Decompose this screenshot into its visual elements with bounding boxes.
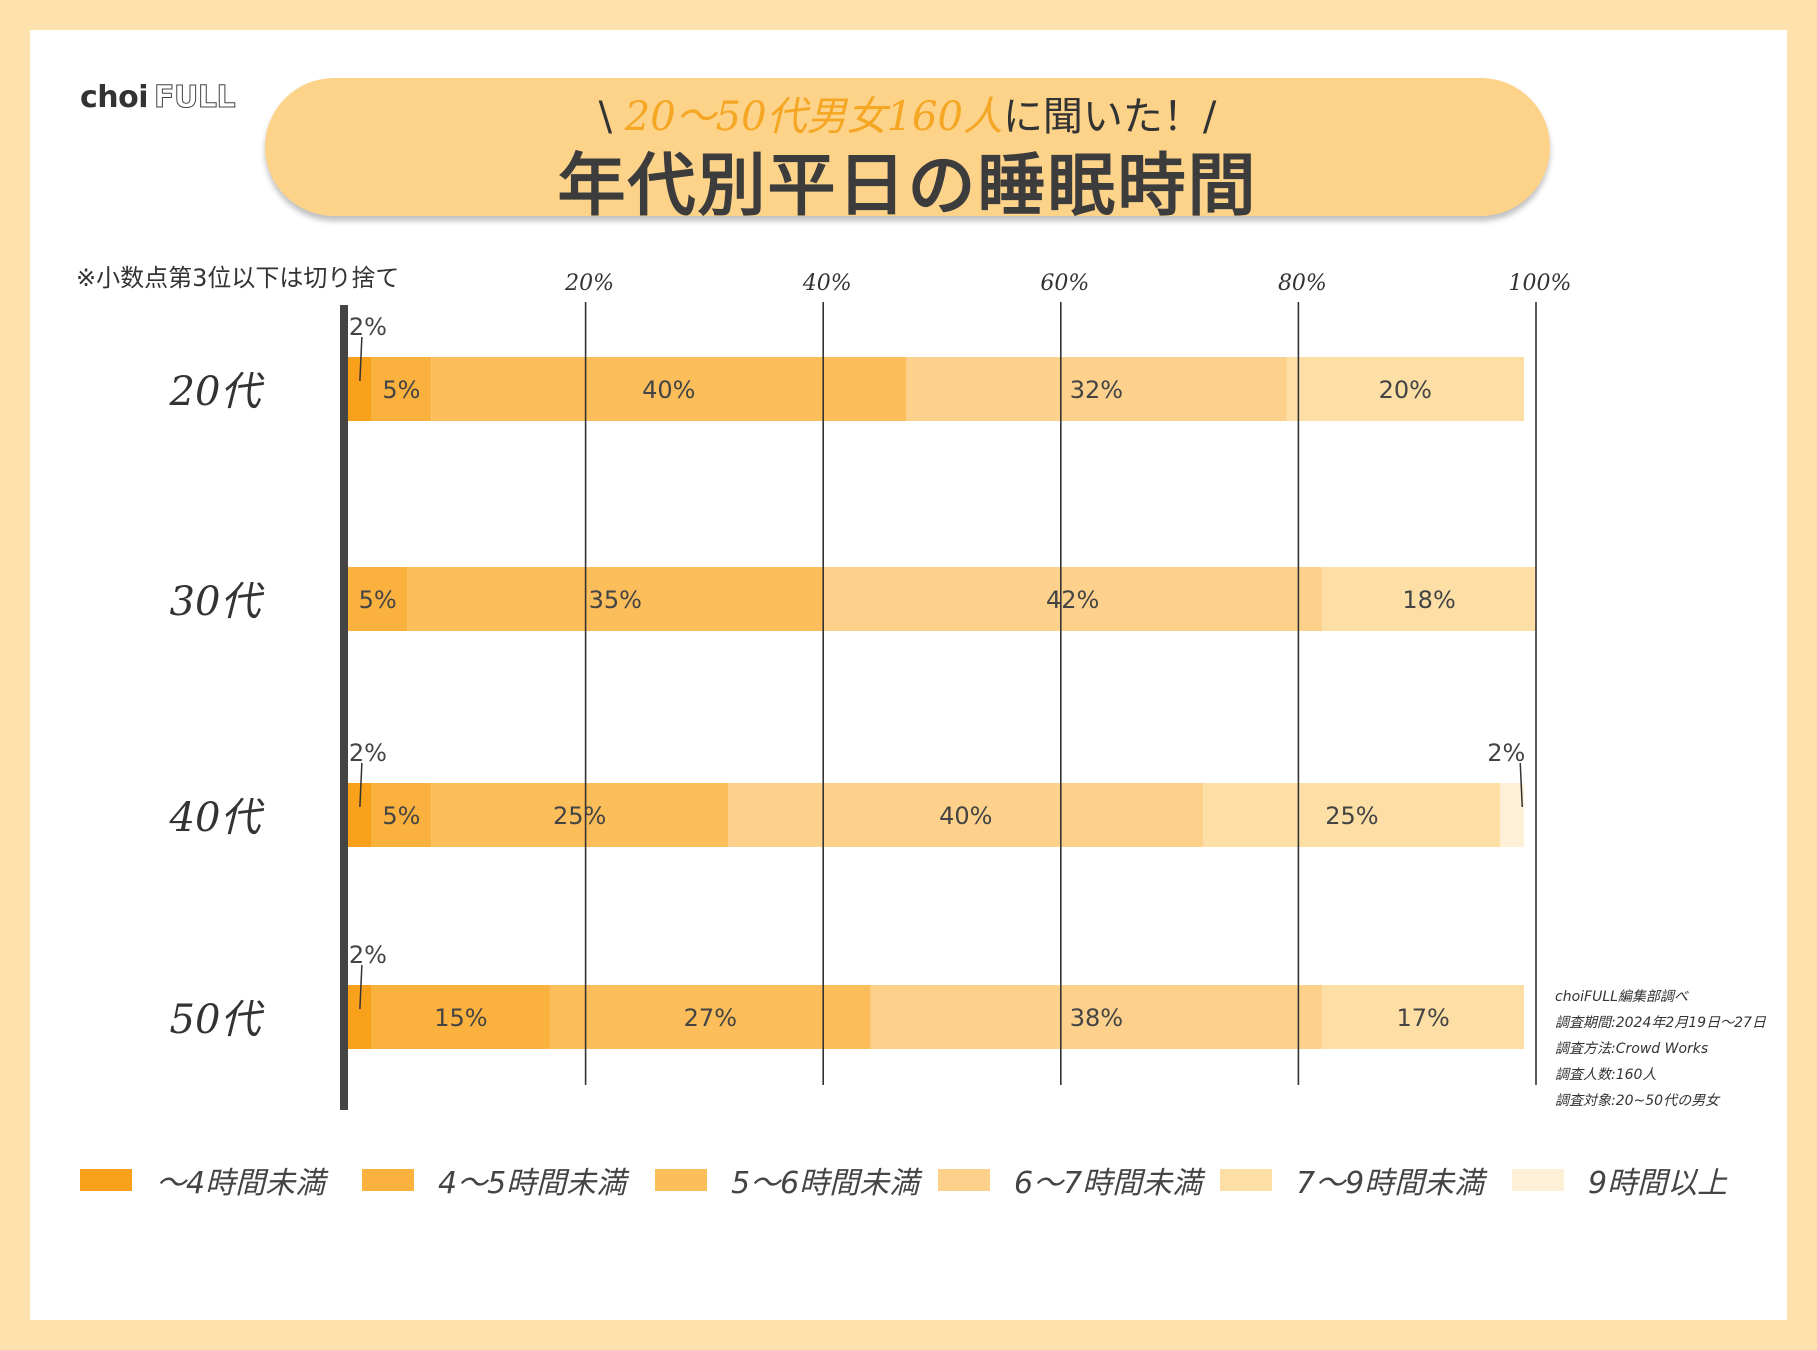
logo-text-choi: choi: [80, 80, 149, 115]
brand-logo: choi FULL: [80, 80, 237, 116]
bar-segment: [870, 985, 1323, 1049]
bar-segment: [1286, 357, 1525, 421]
legend-label: 4〜5時間未満: [438, 1166, 627, 1201]
data-label: 2%: [1487, 739, 1525, 767]
label-leader-line: [359, 762, 363, 808]
bar-segment: [728, 783, 1204, 847]
data-label: 40%: [939, 802, 992, 830]
legend-item: 9時間以上: [1512, 1160, 1728, 1201]
x-tick-label: 20%: [564, 271, 614, 296]
subtitle-highlight: 20〜50代男女160人: [624, 94, 1003, 140]
x-tick-label: 80%: [1278, 271, 1327, 296]
data-label: 38%: [1070, 1004, 1123, 1032]
survey-source: choiFULL編集部調べ 調査期間:2024年2月19日〜27日 調査方法:C…: [1555, 984, 1766, 1114]
x-tick-label: 100%: [1509, 271, 1572, 296]
legend-item: 6〜7時間未満: [938, 1160, 1203, 1201]
bar-segment: [431, 357, 907, 421]
bar-segment: [1203, 783, 1501, 847]
subtitle-prefix: \: [598, 94, 625, 140]
legend-label: 7〜9時間未満: [1296, 1166, 1485, 1201]
data-label: 32%: [1070, 376, 1123, 404]
legend-swatch: [1220, 1169, 1272, 1191]
data-label: 27%: [684, 1004, 737, 1032]
legend-label: 5〜6時間未満: [731, 1166, 920, 1201]
rounding-note: ※小数点第3位以下は切り捨て: [76, 264, 400, 292]
data-label: 42%: [1046, 586, 1099, 614]
data-label: 25%: [553, 802, 606, 830]
bar-segment: [431, 783, 729, 847]
legend-label: 6〜7時間未満: [1014, 1166, 1203, 1201]
data-label: 20%: [1379, 376, 1432, 404]
label-leader-line: [359, 336, 363, 382]
bar-segment: [549, 985, 871, 1049]
title-banner: \ 20〜50代男女160人に聞いた！/ 年代別平日の睡眠時間: [265, 78, 1550, 226]
bar-segment: [1322, 985, 1525, 1049]
legend-item: 5〜6時間未満: [655, 1160, 920, 1201]
chart-legend: 〜4時間未満 4〜5時間未満 5〜6時間未満 6〜7時間未満 7〜9時間未満 9時間以上: [80, 1160, 1760, 1201]
bar-segment: [348, 567, 408, 631]
category-label: 20代: [169, 369, 265, 415]
label-leader-line: [1519, 762, 1523, 808]
chart-card: [30, 30, 1787, 1320]
chart-title: 年代別平日の睡眠時間: [557, 147, 1258, 226]
legend-swatch: [1512, 1169, 1564, 1191]
data-label: 2%: [349, 739, 387, 767]
data-label: 15%: [434, 1004, 487, 1032]
legend-swatch: [362, 1169, 414, 1191]
data-label: 5%: [359, 586, 397, 614]
data-label: 5%: [382, 376, 420, 404]
data-label: 17%: [1396, 1004, 1449, 1032]
source-line: 調査期間:2024年2月19日〜27日: [1555, 1015, 1766, 1031]
legend-item: 〜4時間未満: [80, 1160, 326, 1201]
data-label: 2%: [349, 941, 387, 969]
bar-segment: [823, 567, 1323, 631]
logo-text-full: FULL: [154, 80, 237, 116]
subtitle-suffix: に聞いた！/: [1002, 94, 1217, 140]
legend-swatch: [80, 1169, 132, 1191]
bar-segment: [371, 357, 432, 421]
legend-label: 〜4時間未満: [156, 1166, 326, 1201]
data-label: 40%: [642, 376, 695, 404]
y-axis-line: [340, 305, 348, 1110]
legend-item: 7〜9時間未満: [1220, 1160, 1485, 1201]
bar-segment: [371, 985, 550, 1049]
bar-segment: [371, 783, 432, 847]
data-label: 18%: [1402, 586, 1455, 614]
source-line: 調査対象:20~50代の男女: [1555, 1093, 1720, 1109]
x-tick-label: 60%: [1040, 271, 1089, 296]
bar-segment: [407, 567, 824, 631]
source-line: choiFULL編集部調べ: [1555, 989, 1688, 1005]
data-label: 5%: [382, 802, 420, 830]
source-line: 調査人数:160人: [1555, 1067, 1657, 1083]
bar-segment: [1322, 567, 1536, 631]
category-label: 50代: [170, 997, 265, 1043]
bar-segment: [906, 357, 1287, 421]
bar-segment: [348, 357, 372, 421]
data-label: 25%: [1325, 802, 1378, 830]
data-label: 35%: [589, 586, 642, 614]
legend-item: 4〜5時間未満: [362, 1160, 627, 1201]
legend-swatch: [938, 1169, 990, 1191]
data-label: 2%: [349, 313, 387, 341]
category-label: 30代: [170, 579, 265, 625]
bar-segment: [348, 783, 372, 847]
bar-segment: [1500, 783, 1525, 847]
bar-segment: [348, 985, 372, 1049]
chart-subtitle: \ 20〜50代男女160人に聞いた！/: [265, 84, 1550, 142]
category-label: 40代: [169, 795, 265, 841]
label-leader-line: [359, 964, 363, 1010]
legend-label: 9時間以上: [1588, 1166, 1728, 1201]
x-tick-label: 40%: [802, 271, 852, 296]
source-line: 調査方法:Crowd Works: [1555, 1041, 1709, 1057]
legend-swatch: [655, 1169, 707, 1191]
